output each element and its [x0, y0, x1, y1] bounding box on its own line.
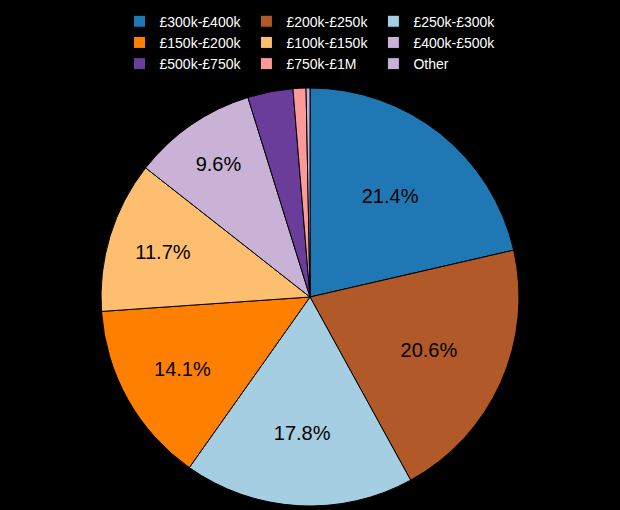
svg-text:£500k-£750k: £500k-£750k [160, 56, 242, 72]
svg-text:£750k-£1M: £750k-£1M [286, 56, 356, 72]
svg-text:20.6%: 20.6% [401, 339, 458, 361]
svg-text:£400k-£500k: £400k-£500k [413, 35, 495, 51]
svg-text:21.4%: 21.4% [362, 185, 419, 207]
svg-text:Other: Other [413, 56, 448, 72]
svg-text:14.1%: 14.1% [154, 358, 211, 380]
svg-text:£250k-£300k: £250k-£300k [413, 14, 495, 30]
svg-text:£200k-£250k: £200k-£250k [286, 14, 368, 30]
svg-text:11.7%: 11.7% [135, 241, 190, 263]
svg-text:£300k-£400k: £300k-£400k [160, 14, 242, 30]
svg-text:9.6%: 9.6% [196, 153, 242, 175]
svg-text:£150k-£200k: £150k-£200k [160, 35, 242, 51]
svg-text:17.8%: 17.8% [274, 422, 331, 444]
svg-text:£100k-£150k: £100k-£150k [286, 35, 368, 51]
